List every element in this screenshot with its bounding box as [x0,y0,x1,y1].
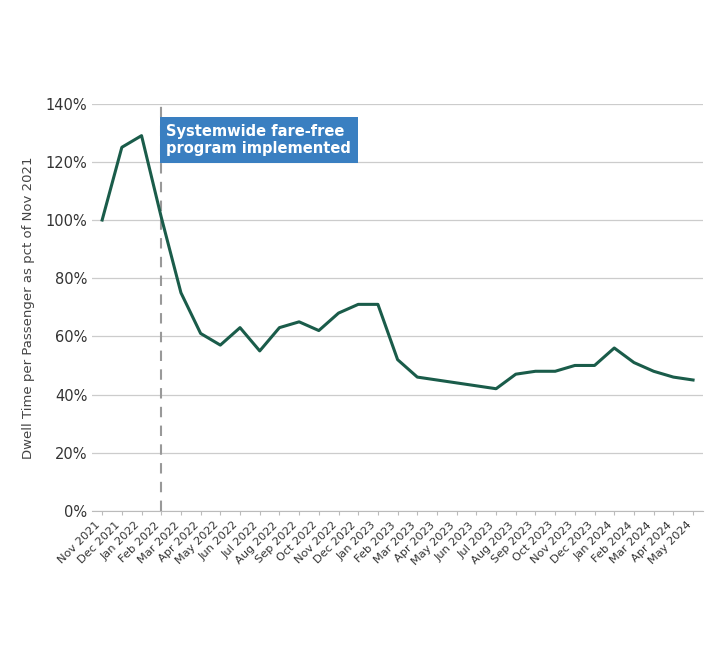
Y-axis label: Dwell Time per Passenger as pct of Nov 2021: Dwell Time per Passenger as pct of Nov 2… [21,156,35,458]
Text: Systemwide fare-free
program implemented: Systemwide fare-free program implemented [166,124,351,157]
Text: [17]: [17] [506,7,538,21]
Text: Dwell Time per Passenger: Dwell Time per Passenger [178,12,532,37]
